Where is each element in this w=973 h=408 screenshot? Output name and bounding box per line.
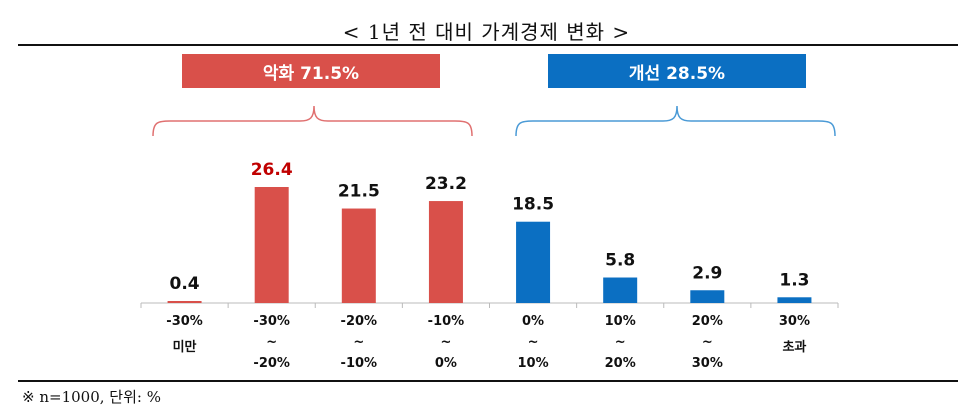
worsened-brace — [152, 105, 473, 137]
x-tick-label: -20% — [253, 356, 290, 371]
bar — [690, 290, 725, 303]
worsened-group-label: 악화 71.5% — [182, 54, 440, 88]
bar — [777, 297, 812, 303]
x-tick-label: 0% — [522, 314, 544, 329]
x-tick-label: ~ — [440, 335, 451, 350]
data-label: 0.4 — [170, 274, 200, 294]
x-tick-label: -10% — [341, 356, 378, 371]
footnote: ※ n=1000, 단위: % — [22, 388, 161, 406]
improved-group-label: 개선 28.5% — [548, 54, 806, 88]
bar — [341, 208, 376, 303]
x-tick-label: -10% — [428, 314, 465, 329]
x-tick-label: 10% — [518, 356, 549, 371]
bar — [603, 277, 638, 303]
x-tick-label: -20% — [341, 314, 378, 329]
x-tick-label: 10% — [605, 314, 636, 329]
improved-brace — [515, 105, 836, 137]
top-rule — [18, 44, 958, 46]
x-tick-label: ~ — [702, 335, 713, 350]
bars-group: 0.4 -30% 미만 26.4 -30% ~ -20% 21.5 -20% ~ -10% 23.2 -… — [140, 160, 839, 371]
chart-title: < 1년 전 대비 가계경제 변화 > — [342, 20, 631, 44]
data-label: 1.3 — [779, 270, 809, 290]
data-label: 2.9 — [692, 263, 722, 283]
x-tick-label: 초과 — [782, 340, 806, 355]
data-label: 23.2 — [425, 174, 467, 194]
data-label: 21.5 — [338, 182, 380, 202]
x-tick-label: 20% — [605, 356, 636, 371]
data-label: 18.5 — [512, 195, 554, 215]
x-tick-label: 30% — [692, 356, 723, 371]
x-tick-label: 0% — [435, 356, 457, 371]
x-tick-label: ~ — [266, 335, 277, 350]
x-tick-label: ~ — [528, 335, 539, 350]
x-tick-label: 미만 — [173, 339, 197, 355]
bar — [428, 201, 463, 303]
bottom-rule — [18, 380, 958, 382]
x-tick-label: ~ — [615, 335, 626, 350]
bar — [516, 221, 551, 303]
x-tick-label: ~ — [353, 335, 364, 350]
x-tick-label: -30% — [253, 314, 290, 329]
x-tick-label: 20% — [692, 314, 723, 329]
x-tick-label: -30% — [166, 314, 203, 329]
bar-chart: 0.4 -30% 미만 26.4 -30% ~ -20% 21.5 -20% ~ -10% 23.2 -… — [140, 105, 839, 371]
x-tick-label: 30% — [779, 314, 810, 329]
data-label: 26.4 — [251, 160, 293, 180]
data-label: 5.8 — [605, 251, 635, 271]
bar — [254, 187, 289, 303]
bar — [167, 301, 202, 303]
